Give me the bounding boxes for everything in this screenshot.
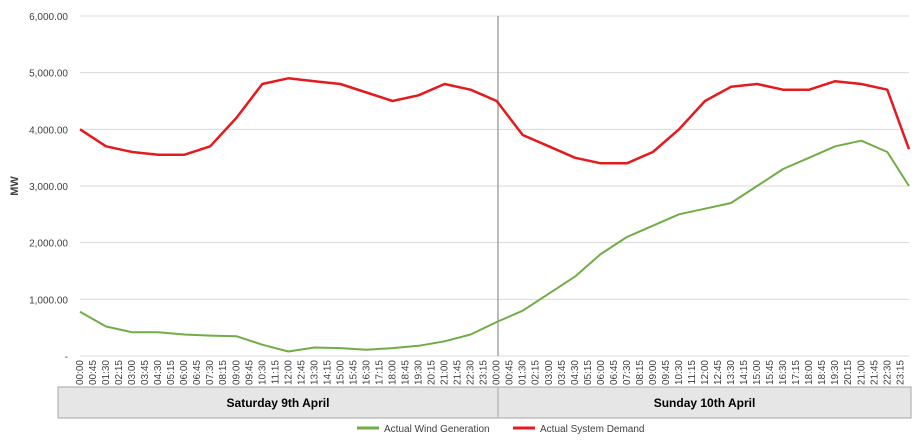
x-tick-label: 06:45	[192, 360, 203, 385]
x-tick-label: 03:45	[140, 360, 151, 385]
x-tick-label: 11:15	[270, 360, 281, 385]
x-tick-label: 16:30	[361, 360, 372, 385]
x-tick-label: 00:00	[75, 360, 86, 385]
series-line-actual-system-demand	[79, 77, 911, 165]
x-tick-label: 13:30	[309, 360, 320, 385]
x-tick-label: 18:45	[401, 360, 412, 385]
x-tick-label: 23:15	[479, 360, 490, 385]
x-tick-label: 05:15	[166, 360, 177, 385]
x-tick-label: 13:30	[726, 360, 737, 385]
x-tick-label: 10:30	[674, 360, 685, 385]
x-tick-label: 04:30	[570, 360, 581, 385]
x-tick-label: 20:15	[843, 360, 854, 385]
series-lines	[79, 77, 911, 353]
x-tick-label: 00:45	[505, 360, 516, 385]
x-tick-label: 16:30	[778, 360, 789, 385]
x-tick-label: 09:00	[231, 360, 242, 385]
x-tick-label: 15:00	[335, 360, 346, 385]
gridlines	[80, 15, 909, 357]
x-tick-label: 01:30	[101, 360, 112, 385]
x-tick-label: 21:00	[440, 360, 451, 385]
x-tick-label: 09:00	[648, 360, 659, 385]
x-tick-label: 02:15	[114, 360, 125, 385]
x-tick-label: 07:30	[622, 360, 633, 385]
x-tick-label: 02:15	[531, 360, 542, 385]
x-tick-label: 15:45	[348, 360, 359, 385]
y-axis-label: MW	[9, 176, 21, 196]
x-tick-label: 22:30	[466, 360, 477, 385]
x-tick-label: 20:15	[427, 360, 438, 385]
y-tick-label: 1,000.00	[29, 295, 68, 306]
x-tick-label: 11:15	[687, 360, 698, 385]
day-label-bar: Saturday 9th April Sunday 10th April	[57, 386, 912, 419]
x-tick-label: 03:45	[557, 360, 568, 385]
x-tick-label: 08:15	[635, 360, 646, 385]
x-tick-label: 08:15	[218, 360, 229, 385]
x-tick-label: 14:15	[322, 360, 333, 385]
x-tick-label: 03:00	[544, 360, 555, 385]
x-tick-label: 19:30	[830, 360, 841, 385]
x-tick-label: 09:45	[244, 360, 255, 385]
x-tick-label: 07:30	[205, 360, 216, 385]
y-axis-ticks: - 1,000.00 2,000.00 3,000.00 4,000.00 5,000.0…	[29, 12, 68, 363]
x-tick-label: 21:45	[869, 360, 880, 385]
y-tick-label: 3,000.00	[29, 182, 68, 193]
x-tick-label: 17:15	[374, 360, 385, 385]
x-tick-label: 12:45	[296, 360, 307, 385]
x-tick-label: 06:00	[596, 360, 607, 385]
x-tick-label: 00:00	[492, 360, 503, 385]
x-tick-label: 21:00	[856, 360, 867, 385]
x-tick-label: 06:45	[609, 360, 620, 385]
x-tick-label: 22:30	[882, 360, 893, 385]
x-tick-label: 18:45	[817, 360, 828, 385]
legend: Actual Wind Generation Actual System Dema…	[357, 424, 645, 435]
x-tick-label: 17:15	[791, 360, 802, 385]
x-tick-label: 15:00	[752, 360, 763, 385]
x-tick-label: 10:30	[257, 360, 268, 385]
x-tick-label: 00:45	[88, 360, 99, 385]
x-axis-ticks: 00:00 00:45 01:30 02:15 03:00 03:45 04:30 05:15…	[75, 360, 906, 385]
x-tick-label: 18:00	[804, 360, 815, 385]
x-tick-label: 19:30	[414, 360, 425, 385]
day-label: Sunday 10th April	[654, 396, 756, 410]
x-tick-label: 18:00	[388, 360, 399, 385]
legend-entry: Actual Wind Generation	[384, 424, 490, 435]
x-tick-label: 09:45	[661, 360, 672, 385]
y-tick-label: 6,000.00	[29, 12, 68, 23]
x-tick-label: 06:00	[179, 360, 190, 385]
day-label: Saturday 9th April	[227, 396, 330, 410]
y-tick-label: 4,000.00	[29, 125, 68, 136]
x-tick-label: 05:15	[583, 360, 594, 385]
x-tick-label: 12:00	[283, 360, 294, 385]
x-tick-label: 03:00	[127, 360, 138, 385]
x-tick-label: 01:30	[518, 360, 529, 385]
y-tick-label: 5,000.00	[29, 69, 68, 80]
series-line-actual-wind-generation	[79, 139, 910, 353]
y-tick-label: 2,000.00	[29, 239, 68, 250]
day-label-box	[57, 386, 912, 419]
x-tick-label: 15:45	[765, 360, 776, 385]
x-tick-label: 23:15	[895, 360, 906, 385]
x-tick-label: 04:30	[153, 360, 164, 385]
x-tick-label: 14:15	[739, 360, 750, 385]
legend-entry: Actual System Demand	[540, 424, 645, 435]
x-tick-label: 12:00	[700, 360, 711, 385]
x-tick-label: 21:45	[453, 360, 464, 385]
x-tick-label: 12:45	[713, 360, 724, 385]
y-tick-label: -	[65, 352, 68, 363]
